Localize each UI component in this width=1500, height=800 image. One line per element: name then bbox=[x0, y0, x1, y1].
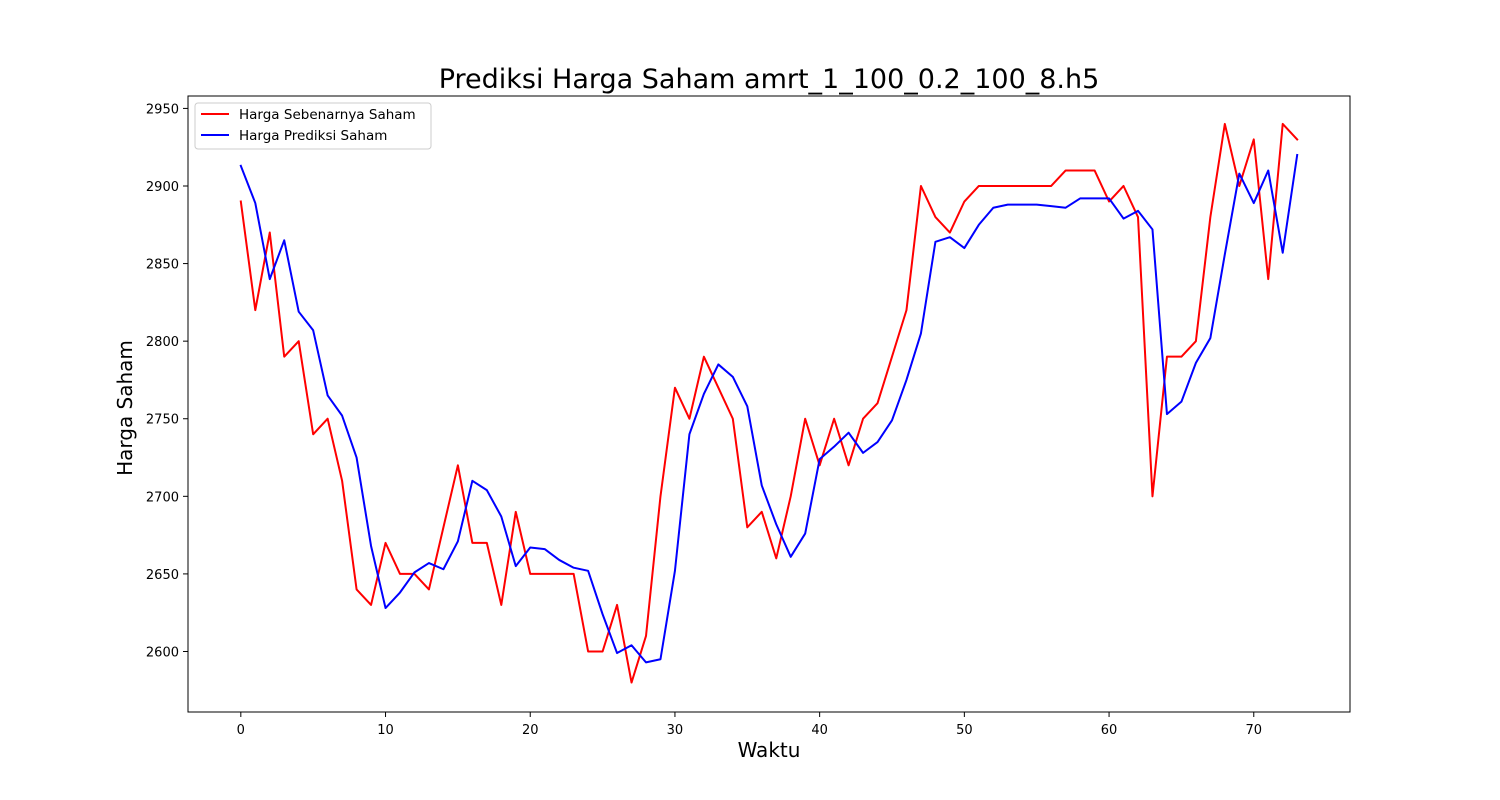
y-tick-label: 2950 bbox=[146, 102, 179, 117]
x-tick-label: 60 bbox=[1101, 723, 1118, 738]
x-tick-label: 40 bbox=[811, 723, 828, 738]
x-axis-title: Waktu bbox=[738, 738, 801, 762]
series-line-predicted bbox=[239, 153, 1299, 664]
y-tick-label: 2700 bbox=[146, 490, 179, 505]
x-tick-label: 50 bbox=[956, 723, 973, 738]
x-axis-ticks: 0 10 20 30 40 50 60 70 bbox=[237, 712, 1262, 738]
y-tick-label: 2600 bbox=[146, 645, 179, 660]
y-axis-title: Harga Saham bbox=[113, 340, 137, 476]
x-tick-label: 10 bbox=[377, 723, 394, 738]
legend: Harga Sebenarnya Saham Harga Prediksi Sa… bbox=[194, 102, 432, 150]
series-line-actual bbox=[239, 122, 1299, 684]
y-tick-label: 2800 bbox=[146, 335, 179, 350]
x-tick-label: 20 bbox=[522, 723, 539, 738]
series-layer bbox=[239, 122, 1299, 684]
chart-title: Prediksi Harga Saham amrt_1_100_0.2_100_… bbox=[439, 64, 1100, 95]
y-tick-label: 2650 bbox=[146, 568, 179, 583]
plot-area-frame bbox=[187, 95, 1351, 713]
x-tick-label: 30 bbox=[667, 723, 684, 738]
y-tick-label: 2900 bbox=[146, 180, 179, 195]
x-tick-label: 70 bbox=[1245, 723, 1262, 738]
legend-box bbox=[194, 102, 432, 150]
x-tick-label: 0 bbox=[237, 723, 245, 738]
legend-label-actual: Harga Sebenarnya Saham bbox=[239, 107, 416, 123]
y-tick-label: 2850 bbox=[146, 258, 179, 273]
y-axis-ticks: 2600 2650 2700 2750 2800 2850 2900 2950 bbox=[146, 102, 188, 660]
legend-label-predicted: Harga Prediksi Saham bbox=[239, 128, 387, 144]
y-tick-label: 2750 bbox=[146, 413, 179, 428]
